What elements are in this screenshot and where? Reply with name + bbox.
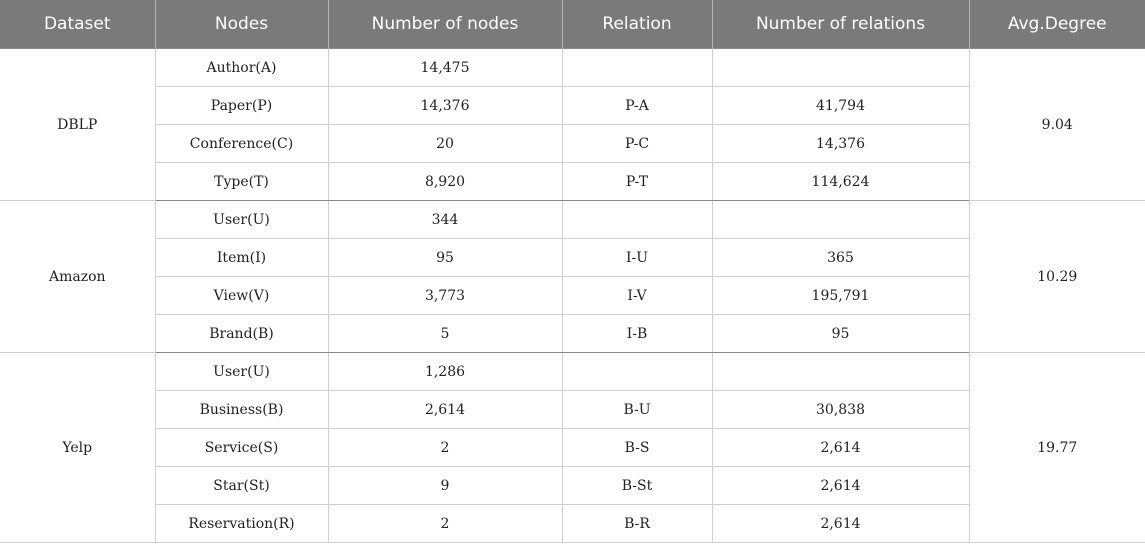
- num-relations-cell: 2,614: [711, 466, 970, 505]
- num-relations-cell: [711, 200, 970, 239]
- relation-cell: P-T: [561, 162, 713, 201]
- header-dataset: Dataset: [0, 0, 155, 49]
- table-row: Star(St) 9 B-St 2,614: [0, 466, 1145, 505]
- node-cell: User(U): [154, 200, 329, 239]
- relation-cell: B-S: [561, 428, 713, 467]
- relation-cell: [561, 352, 713, 391]
- num-nodes-cell: 2: [327, 504, 563, 543]
- table-row: Amazon User(U) 344 10.29: [0, 200, 1145, 353]
- header-number-of-nodes: Number of nodes: [327, 0, 562, 49]
- table-row: Type(T) 8,920 P-T 114,624: [0, 162, 1145, 201]
- num-relations-cell: 30,838: [711, 390, 970, 429]
- num-nodes-cell: 5: [327, 314, 563, 353]
- table-row: Service(S) 2 B-S 2,614: [0, 428, 1145, 467]
- relation-cell: P-C: [561, 124, 713, 163]
- header-relation: Relation: [561, 0, 712, 49]
- num-nodes-cell: 14,475: [327, 48, 563, 87]
- num-nodes-cell: 9: [327, 466, 563, 505]
- num-relations-cell: [711, 48, 970, 87]
- table-row: Item(I) 95 I-U 365: [0, 238, 1145, 277]
- node-cell: View(V): [154, 276, 329, 315]
- num-relations-cell: 95: [711, 314, 970, 353]
- num-nodes-cell: 1,286: [327, 352, 563, 391]
- num-nodes-cell: 8,920: [327, 162, 563, 201]
- relation-cell: I-B: [561, 314, 713, 353]
- header-nodes: Nodes: [154, 0, 328, 49]
- table-row: DBLP Author(A) 14,475 9.04: [0, 48, 1145, 201]
- node-cell: Business(B): [154, 390, 329, 429]
- node-cell: Type(T): [154, 162, 329, 201]
- num-nodes-cell: 2,614: [327, 390, 563, 429]
- table-row: Paper(P) 14,376 P-A 41,794: [0, 86, 1145, 125]
- table-row: Yelp User(U) 1,286 19.77: [0, 352, 1145, 543]
- node-cell: User(U): [154, 352, 329, 391]
- relation-cell: [561, 48, 713, 87]
- num-relations-cell: 2,614: [711, 504, 970, 543]
- node-cell: Brand(B): [154, 314, 329, 353]
- num-relations-cell: 41,794: [711, 86, 970, 125]
- num-nodes-cell: 344: [327, 200, 563, 239]
- table-row: View(V) 3,773 I-V 195,791: [0, 276, 1145, 315]
- node-cell: Item(I): [154, 238, 329, 277]
- table-row: Conference(C) 20 P-C 14,376: [0, 124, 1145, 163]
- num-relations-cell: 195,791: [711, 276, 970, 315]
- node-cell: Paper(P): [154, 86, 329, 125]
- avg-degree-cell: 10.29: [968, 200, 1145, 353]
- num-relations-cell: 14,376: [711, 124, 970, 163]
- num-relations-cell: 2,614: [711, 428, 970, 467]
- node-cell: Reservation(R): [154, 504, 329, 543]
- num-nodes-cell: 2: [327, 428, 563, 467]
- avg-degree-cell: 19.77: [968, 352, 1145, 543]
- num-relations-cell: 365: [711, 238, 970, 277]
- avg-degree-cell: 9.04: [968, 48, 1145, 201]
- node-cell: Service(S): [154, 428, 329, 467]
- num-relations-cell: 114,624: [711, 162, 970, 201]
- relation-cell: [561, 200, 713, 239]
- table-row: Reservation(R) 2 B-R 2,614: [0, 504, 1145, 543]
- relation-cell: B-R: [561, 504, 713, 543]
- relation-cell: B-St: [561, 466, 713, 505]
- dataset-cell: Yelp: [0, 352, 156, 543]
- header-row: Dataset Nodes Number of nodes Relation N…: [0, 0, 1145, 49]
- relation-cell: B-U: [561, 390, 713, 429]
- table-body: DBLP Author(A) 14,475 9.04 Paper(P) 14,3…: [0, 48, 1145, 543]
- num-nodes-cell: 3,773: [327, 276, 563, 315]
- num-nodes-cell: 14,376: [327, 86, 563, 125]
- num-nodes-cell: 95: [327, 238, 563, 277]
- node-cell: Author(A): [154, 48, 329, 87]
- node-cell: Conference(C): [154, 124, 329, 163]
- table-row: Brand(B) 5 I-B 95: [0, 314, 1145, 353]
- dataset-cell: DBLP: [0, 48, 156, 201]
- num-relations-cell: [711, 352, 970, 391]
- node-cell: Star(St): [154, 466, 329, 505]
- header-number-of-relations: Number of relations: [711, 0, 969, 49]
- header-avg-degree: Avg.Degree: [968, 0, 1145, 49]
- num-nodes-cell: 20: [327, 124, 563, 163]
- dataset-cell: Amazon: [0, 200, 156, 353]
- relation-cell: I-U: [561, 238, 713, 277]
- relation-cell: P-A: [561, 86, 713, 125]
- relation-cell: I-V: [561, 276, 713, 315]
